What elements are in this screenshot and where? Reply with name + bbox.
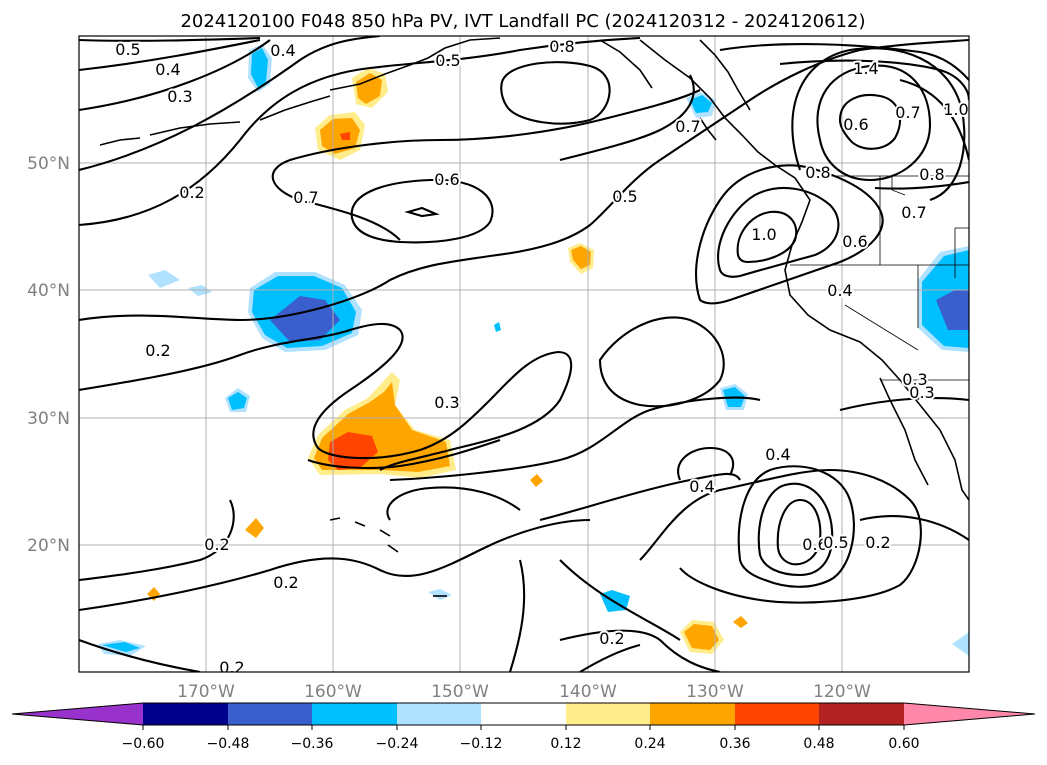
contour-label: 0.5 [435,51,460,70]
contour-labels: 0.5 0.4 0.3 0.2 0.4 0.5 0.8 1.4 0.7 0.6 … [113,36,969,677]
colorbar-segment [735,703,819,725]
colorbar-tick-label: 0.48 [803,736,834,752]
contour-label: 0.7 [675,117,700,136]
lat-label: 20°N [27,536,70,556]
contour-label: 0.8 [549,37,574,56]
map-frame [78,35,970,673]
latitude-labels: 50°N 40°N 30°N 20°N [27,154,70,556]
colorbar-tick-label: 0.60 [888,736,919,752]
lon-label: 150°W [431,682,489,702]
colorbar-tick-label: −0.12 [460,736,503,752]
contour-label: 1.4 [853,59,878,78]
contour-label: 0.2 [219,658,244,677]
lon-label: 120°W [813,682,871,702]
colorbar-segment [143,703,228,725]
contour-label: 0.3 [167,87,192,106]
colorbar-extend-low [12,703,143,725]
colorbar-tick-label: 0.24 [634,736,665,752]
colorbar-extend-high [904,703,1035,725]
colorbar-segment [312,703,397,725]
contour-label: 0.2 [865,533,890,552]
contour-label: 0.5 [612,187,637,206]
colorbar-segment [566,703,650,725]
lat-label: 30°N [27,409,70,429]
lon-label: 160°W [304,682,362,702]
contour-label: 0.3 [434,393,459,412]
colorbar-tick-label: 0.36 [719,736,750,752]
map-title: 2024120100 F048 850 hPa PV, IVT Landfall… [180,11,865,32]
contour-label: 0.4 [765,445,790,464]
contour-label: 0.2 [599,629,624,648]
colorbar-tick-label: −0.24 [376,736,419,752]
contour-label: 0.4 [270,41,295,60]
negative-shading [98,44,969,656]
contour-label: 0.5 [115,40,140,59]
colorbar-ticks [142,725,905,730]
colorbar: −0.60 −0.48 −0.36 −0.24 −0.12 0.12 0.24 … [11,702,1036,752]
colorbar-tick-label: 0.12 [550,736,581,752]
colorbar-tick-label: −0.60 [122,736,165,752]
contour-label: 0.2 [273,573,298,592]
contour-label: 0.6 [842,232,867,251]
contour-label: 0.8 [805,163,830,182]
coastlines [99,37,969,597]
contour-label: 0.2 [145,341,170,360]
lat-label: 50°N [27,154,70,174]
colorbar-segment [228,703,312,725]
contour-label: 0.5 [823,533,848,552]
contour-label: 0.4 [827,281,852,300]
colorbar-tick-label: −0.36 [291,736,334,752]
lon-label: 130°W [686,682,744,702]
contour-label: 0.2 [179,183,204,202]
positive-shading [147,68,748,654]
contour-label: 0.6 [843,115,868,134]
colorbar-segment [397,703,481,725]
contour-label: 0.3 [902,370,927,389]
contour-label: 0.7 [293,188,318,207]
lon-label: 140°W [559,682,617,702]
colorbar-segment [481,703,566,725]
lon-label: 170°W [177,682,235,702]
longitude-labels: 170°W 160°W 150°W 140°W 130°W 120°W [177,682,871,702]
contour-label: 0.4 [689,477,714,496]
colorbar-segment [650,703,735,725]
contour-label: 0.3 [909,383,934,402]
contour-label: 0.2 [204,535,229,554]
contour-label: 1.0 [751,225,776,244]
contour-label: 0.6 [802,535,827,554]
colorbar-segment [819,703,904,725]
colorbar-tick-label: −0.48 [207,736,250,752]
contour-label: 0.4 [155,60,180,79]
contour-label: 0.7 [895,103,920,122]
contour-label: 0.7 [901,203,926,222]
pv-contours [79,36,969,672]
lat-label: 40°N [27,281,70,301]
contour-label: 1.0 [943,100,968,119]
gridlines [79,36,969,672]
contour-label: 0.6 [434,170,459,189]
contour-label: 0.8 [919,165,944,184]
